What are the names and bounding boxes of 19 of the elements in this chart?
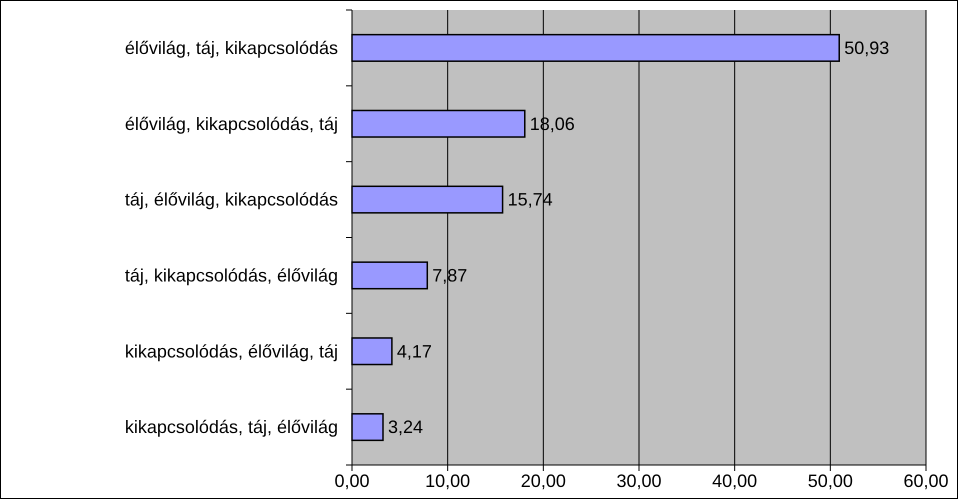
y-tick-label: kikapcsolódás, élővilág, táj [124, 341, 338, 362]
x-tick-label: 20,00 [520, 471, 566, 491]
x-tick-label: 60,00 [903, 471, 949, 491]
x-tick-label: 50,00 [808, 471, 853, 491]
y-tick-label: élővilág, kikapcsolódás, táj [124, 114, 338, 134]
bar [351, 413, 384, 442]
x-tick-label: 30,00 [616, 471, 662, 491]
data-label: 4,17 [396, 341, 432, 362]
y-tick-label: táj, élővilág, kikapcsolódás [124, 190, 338, 210]
x-tick-label: 0,00 [334, 471, 370, 491]
bar [351, 337, 393, 366]
y-tick-label: kikapcsolódás, táj, élővilág [124, 417, 338, 438]
y-tick-label: táj, kikapcsolódás, élővilág [124, 265, 338, 286]
bar [351, 261, 428, 290]
x-tick-label: 10,00 [425, 471, 470, 491]
x-tick-label: 40,00 [712, 471, 758, 491]
data-label: 50,93 [844, 38, 890, 58]
y-tick-label: élővilág, táj, kikapcsolódás [124, 38, 338, 58]
data-label: 3,24 [388, 417, 424, 438]
